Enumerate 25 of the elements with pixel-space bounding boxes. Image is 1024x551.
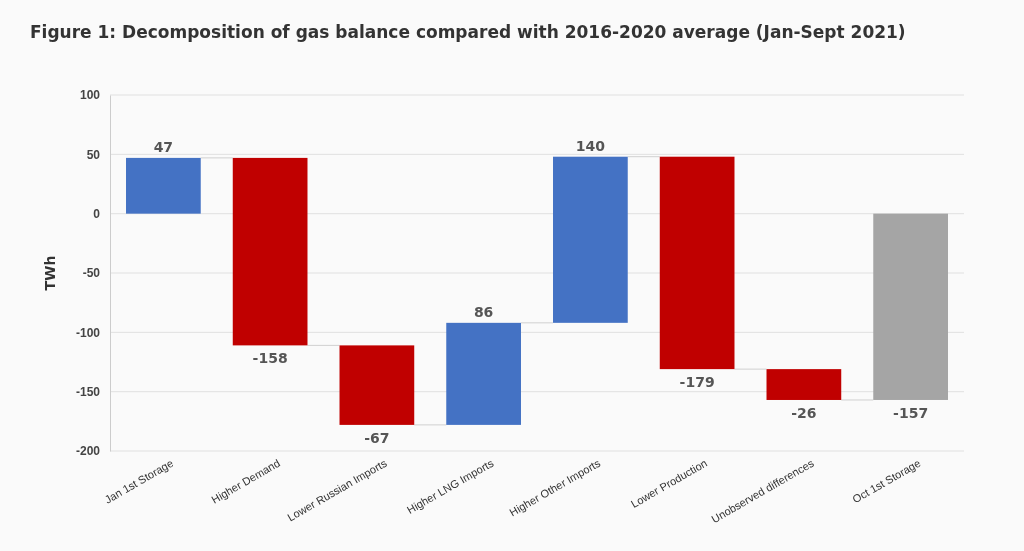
y-tick-label: -100 xyxy=(75,325,101,340)
bar xyxy=(766,369,842,400)
y-axis-title: TWh xyxy=(42,255,58,291)
bar xyxy=(659,156,735,370)
data-label: 140 xyxy=(575,137,606,154)
y-tick-label: -150 xyxy=(75,385,101,400)
bar xyxy=(446,322,521,425)
chart-title: Figure 1: Decomposition of gas balance compared with 2016-2020 average (Jan-Sept 2021) xyxy=(30,22,906,42)
bar xyxy=(873,213,948,400)
bar xyxy=(553,156,628,323)
y-tick-label: -50 xyxy=(82,266,101,281)
y-tick-label: -200 xyxy=(75,444,101,459)
data-label: -26 xyxy=(791,404,817,421)
data-label: -158 xyxy=(252,350,288,367)
bar xyxy=(339,345,415,425)
data-label: 47 xyxy=(153,138,174,155)
y-tick-label: 0 xyxy=(93,207,101,222)
bar xyxy=(126,157,201,214)
data-label: -179 xyxy=(679,374,715,391)
y-tick-label: 50 xyxy=(86,147,101,162)
data-label: -157 xyxy=(893,404,929,421)
y-tick-label: 100 xyxy=(79,88,101,103)
data-label: 86 xyxy=(473,303,494,320)
bar xyxy=(232,157,308,346)
data-label: -67 xyxy=(364,429,390,446)
